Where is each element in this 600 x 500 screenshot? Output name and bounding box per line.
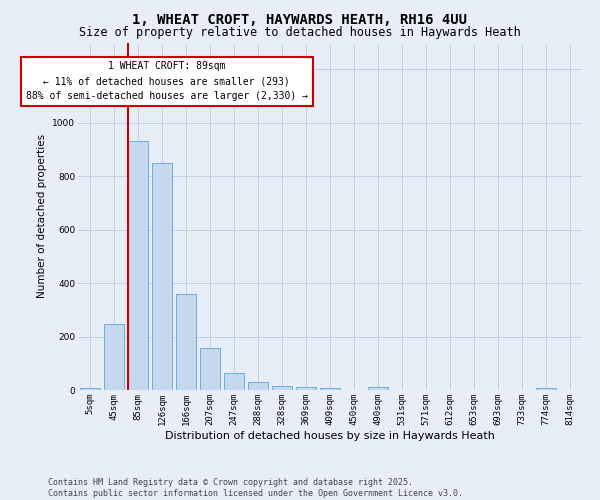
Bar bbox=[320, 388, 340, 390]
Text: Size of property relative to detached houses in Haywards Heath: Size of property relative to detached ho… bbox=[79, 26, 521, 39]
Bar bbox=[224, 372, 244, 390]
Text: 1, WHEAT CROFT, HAYWARDS HEATH, RH16 4UU: 1, WHEAT CROFT, HAYWARDS HEATH, RH16 4UU bbox=[133, 12, 467, 26]
Y-axis label: Number of detached properties: Number of detached properties bbox=[37, 134, 47, 298]
Bar bbox=[368, 388, 388, 390]
Bar bbox=[152, 164, 172, 390]
Bar bbox=[80, 388, 100, 390]
Bar bbox=[176, 294, 196, 390]
Text: 1 WHEAT CROFT: 89sqm
← 11% of detached houses are smaller (293)
88% of semi-deta: 1 WHEAT CROFT: 89sqm ← 11% of detached h… bbox=[26, 62, 308, 101]
Bar bbox=[200, 348, 220, 390]
Bar bbox=[272, 386, 292, 390]
Text: Contains HM Land Registry data © Crown copyright and database right 2025.
Contai: Contains HM Land Registry data © Crown c… bbox=[48, 478, 463, 498]
Bar bbox=[248, 382, 268, 390]
Bar bbox=[128, 142, 148, 390]
X-axis label: Distribution of detached houses by size in Haywards Heath: Distribution of detached houses by size … bbox=[165, 430, 495, 440]
Bar bbox=[104, 324, 124, 390]
Bar bbox=[296, 387, 316, 390]
Bar bbox=[536, 388, 556, 390]
